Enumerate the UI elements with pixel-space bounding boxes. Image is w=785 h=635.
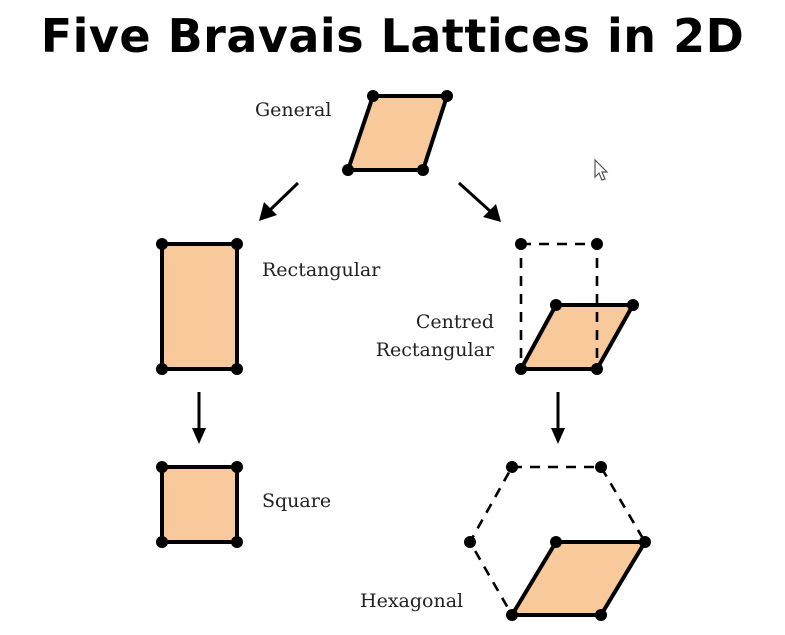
lattice-point (231, 536, 243, 548)
arrow-general-to-centred (457, 181, 501, 222)
lattice-point (231, 363, 243, 375)
square-cell (160, 465, 239, 544)
label-square: Square (262, 490, 331, 512)
lattice-point (591, 363, 603, 375)
square-lattice (156, 461, 243, 548)
arrow-rectangular-to-square (192, 392, 206, 444)
lattice-point (417, 164, 429, 176)
lattice-point (515, 363, 527, 375)
lattice-point (506, 461, 518, 473)
lattice-point (506, 609, 518, 621)
lattice-point (515, 238, 527, 250)
lattice-point (595, 609, 607, 621)
lattice-point (367, 90, 379, 102)
centred-conventional-cell (519, 242, 599, 371)
label-hexagonal: Hexagonal (360, 590, 463, 612)
lattice-point (156, 536, 168, 548)
page-title: Five Bravais Lattices in 2D (40, 9, 745, 63)
centred-primitive-cell (519, 303, 635, 371)
lattice-point (342, 164, 354, 176)
centred-rectangular-lattice (515, 238, 639, 375)
lattice-point (156, 363, 168, 375)
hexagonal-lattice (464, 461, 651, 621)
label-rectangular: Rectangular (262, 259, 381, 281)
general-lattice (342, 90, 453, 176)
lattice-point (231, 461, 243, 473)
lattice-point (231, 238, 243, 250)
mouse-pointer-icon (594, 158, 609, 181)
rectangular-cell (160, 242, 239, 371)
lattice-point (591, 238, 603, 250)
lattice-point (595, 461, 607, 473)
lattice-point (550, 536, 562, 548)
label-centred-line1: Centred (416, 311, 494, 333)
hexagonal-primitive-cell (510, 540, 647, 617)
arrow-centred-to-hexagonal (551, 392, 565, 444)
lattice-point (441, 90, 453, 102)
lattice-point (627, 299, 639, 311)
label-general: General (255, 99, 331, 121)
lattice-point (550, 299, 562, 311)
rectangular-lattice (156, 238, 243, 375)
arrow-general-to-rectangular (259, 181, 300, 221)
lattice-point (156, 461, 168, 473)
lattice-point (639, 536, 651, 548)
general-cell (346, 94, 449, 172)
label-centred-line2: Rectangular (376, 339, 495, 361)
lattice-point (156, 238, 168, 250)
lattice-point (464, 536, 476, 548)
